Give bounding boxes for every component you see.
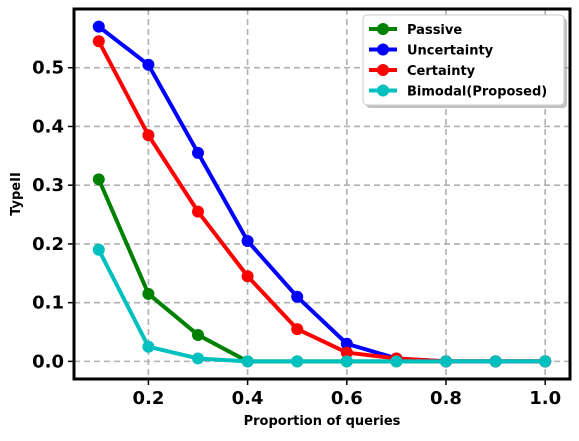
legend-box [362,14,565,106]
data-point [92,243,105,256]
y-tick-label: 0.0 [32,351,64,372]
data-point [440,355,452,368]
x-tick-label: 0.8 [430,388,462,409]
data-point [92,35,105,48]
data-point [241,355,254,368]
legend-item: Certainty [369,64,476,79]
legend-marker [377,43,389,56]
legend-label: Passive [407,23,462,38]
data-point [390,355,403,368]
data-point [92,20,105,33]
data-point [340,355,353,368]
legend-item: Uncertainty [369,43,494,59]
data-point [291,323,304,336]
data-point [142,340,155,353]
x-axis-ticks: 0.2 0.4 0.6 0.8 1.0 [132,379,561,409]
legend-label: Uncertainty [407,44,494,59]
series-passive [92,173,552,368]
x-tick-label: 1.0 [529,388,561,409]
data-point [340,337,353,350]
y-tick-label: 0.4 [32,116,64,137]
data-point [142,129,155,142]
series-line [96,178,546,364]
data-point [142,287,155,300]
series-line [97,248,546,364]
y-axis-label: TypeII [9,172,24,216]
y-axis-ticks: 0.0 0.1 0.2 0.3 0.4 0.5 [32,58,74,372]
data-point [489,355,502,368]
y-tick-label: 0.3 [32,175,64,196]
y-tick-label: 0.5 [32,58,64,79]
y-tick-label: 0.1 [32,293,64,314]
x-axis-label: Proportion of queries [244,414,401,429]
legend: Passive Uncertainty Certainty Bimodal(Propo… [362,14,567,108]
x-tick-label: 0.6 [331,388,363,409]
x-tick-label: 0.4 [232,388,264,409]
plot-area-frame [72,7,572,381]
legend-label: Certainty [407,64,476,79]
data-point [192,328,204,341]
data-point [241,234,254,247]
legend-item: Bimodal(Proposed) [369,84,547,100]
legend-item: Passive [369,23,462,38]
data-point [192,205,204,218]
legend-marker [377,84,389,97]
legend-marker [377,64,389,76]
data-point [92,173,105,186]
data-point [192,146,204,159]
legend-label: Bimodal(Proposed) [407,85,547,100]
data-point [192,352,204,365]
data-point [340,346,353,359]
series-lines [92,20,552,368]
legend-marker [377,23,389,35]
data-point [291,290,304,303]
x-tick-label: 0.2 [132,388,164,409]
y-tick-label: 0.2 [32,234,64,255]
data-point [241,270,254,283]
data-point [142,58,155,71]
data-point [539,355,552,368]
data-point [291,355,304,368]
series-bimodal-proposed [92,243,552,368]
